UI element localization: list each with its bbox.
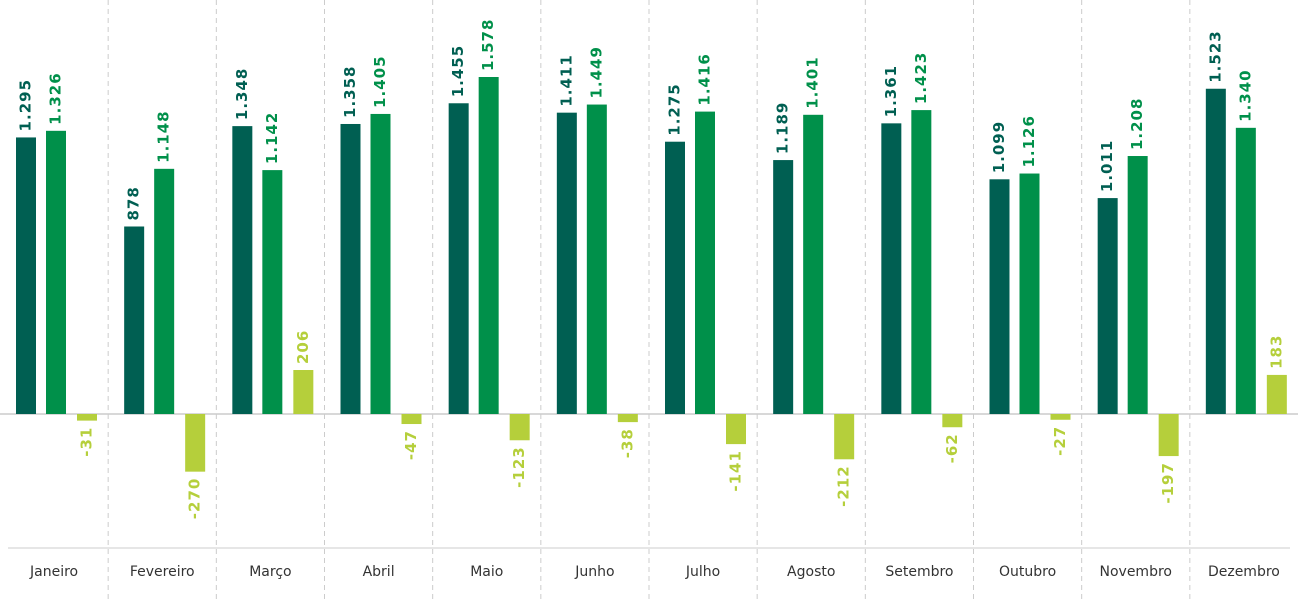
bar [1050, 414, 1071, 420]
bar [695, 111, 715, 414]
value-label: 1.411 [557, 54, 575, 106]
bar [1266, 374, 1287, 414]
bar [1097, 198, 1118, 414]
value-label: 1.416 [696, 53, 714, 105]
bar [185, 414, 206, 472]
x-tick-label: Abril [363, 564, 395, 580]
x-tick-label: Dezembro [1208, 564, 1280, 580]
bar [293, 370, 314, 414]
bar [124, 226, 145, 414]
value-label: -123 [510, 446, 528, 488]
value-label: 1.011 [1098, 140, 1116, 192]
bar [617, 414, 638, 423]
value-label: 1.578 [479, 19, 497, 71]
value-label: 1.126 [1020, 115, 1038, 167]
value-label: 1.523 [1206, 30, 1224, 82]
x-tick-label: Junho [574, 564, 614, 580]
value-label: 183 [1267, 335, 1285, 369]
bar [942, 414, 963, 428]
value-label: 1.340 [1236, 69, 1254, 121]
value-label: 1.423 [912, 52, 930, 104]
value-label: 1.148 [155, 110, 173, 162]
bar [586, 104, 607, 414]
bar [1235, 127, 1256, 414]
bar [726, 414, 746, 445]
value-label: 1.348 [233, 68, 251, 120]
value-label: 1.099 [990, 121, 1008, 173]
value-label: -141 [727, 450, 745, 492]
bar [665, 141, 685, 415]
bar [448, 103, 469, 414]
bar [556, 112, 577, 414]
value-label: -212 [835, 465, 853, 507]
bar [370, 113, 391, 414]
x-tick-label: Outubro [999, 564, 1056, 580]
value-label: 1.401 [804, 56, 822, 108]
bar [1127, 156, 1148, 414]
value-label: 1.358 [341, 66, 359, 118]
bar [478, 77, 499, 414]
x-tick-label: Julho [685, 564, 720, 580]
bar [77, 414, 97, 421]
x-tick-label: Novembro [1100, 564, 1172, 580]
value-label: -197 [1159, 462, 1177, 504]
value-label: -47 [402, 430, 420, 460]
value-label: 878 [125, 186, 143, 220]
value-label: -27 [1051, 426, 1069, 456]
value-label: 1.208 [1128, 98, 1146, 150]
value-label: -62 [943, 433, 961, 463]
bar [911, 110, 932, 415]
x-tick-label: Março [249, 564, 291, 580]
bar [1205, 88, 1226, 414]
value-label: 1.449 [587, 46, 605, 98]
value-label: 1.361 [882, 65, 900, 117]
value-label: 1.142 [263, 112, 281, 164]
bar [989, 179, 1010, 414]
value-label: 1.295 [17, 79, 35, 131]
x-tick-label: Maio [470, 564, 503, 580]
bar [834, 414, 855, 460]
bar [773, 160, 794, 414]
value-label: 1.189 [774, 102, 792, 154]
x-tick-label: Setembro [885, 564, 953, 580]
bar [881, 123, 902, 415]
bar [16, 137, 36, 414]
bar [340, 123, 361, 414]
bar [401, 414, 422, 425]
x-tick-label: Janeiro [29, 564, 78, 580]
value-label: -270 [186, 478, 204, 520]
bar [1158, 414, 1179, 457]
value-label: 1.326 [47, 72, 65, 124]
value-label: 1.405 [371, 55, 389, 107]
bar [232, 126, 253, 414]
value-label: 1.455 [449, 45, 467, 97]
x-tick-label: Fevereiro [130, 564, 195, 580]
bar [1019, 173, 1040, 414]
bar [46, 130, 66, 414]
value-label: 206 [294, 330, 312, 364]
value-label: 1.275 [666, 83, 684, 135]
value-label: -38 [618, 428, 636, 458]
bar [803, 114, 824, 414]
bar [262, 170, 283, 414]
bar [154, 168, 175, 414]
bar [509, 414, 530, 441]
value-label: -31 [78, 427, 96, 457]
x-tick-label: Agosto [787, 564, 835, 580]
